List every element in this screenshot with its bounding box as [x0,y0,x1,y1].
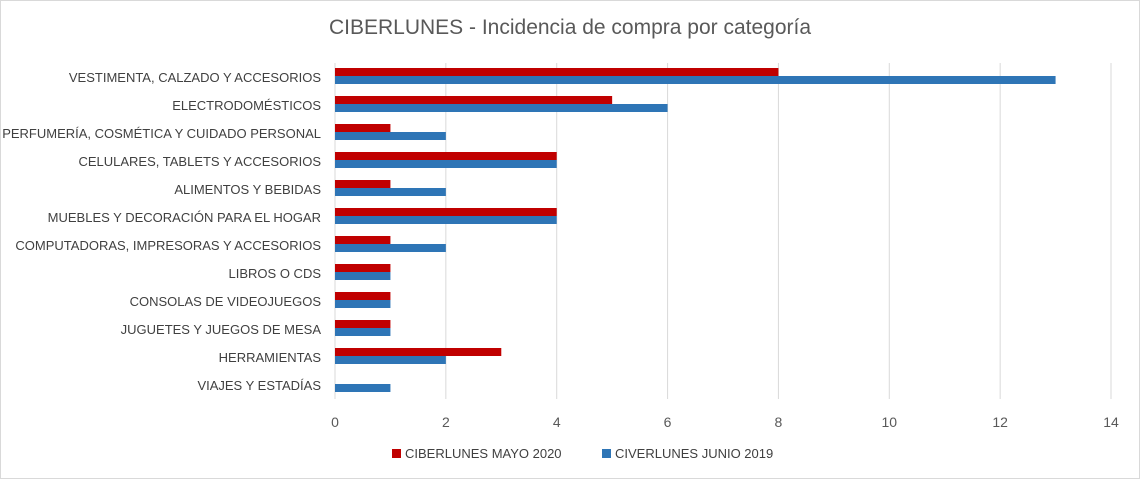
bar-mayo-2020 [335,68,779,76]
category-label: MUEBLES Y DECORACIÓN PARA EL HOGAR [48,210,321,225]
category-label: VIAJES Y ESTADÍAS [197,378,321,393]
bar-junio-2019 [335,160,557,168]
x-tick-label: 10 [881,414,897,430]
bar-junio-2019 [335,244,446,252]
x-tick-label: 8 [775,414,783,430]
bar-mayo-2020 [335,348,502,356]
bar-junio-2019 [335,356,446,364]
gridlines [334,63,1112,399]
x-tick-label: 12 [992,414,1008,430]
category-label: HERRAMIENTAS [219,350,322,365]
category-label: CONSOLAS DE VIDEOJUEGOS [130,294,322,309]
bar-junio-2019 [335,104,668,112]
bar-mayo-2020 [335,180,391,188]
x-tick-label: 14 [1103,414,1119,430]
bar-junio-2019 [335,272,391,280]
chart-title: CIBERLUNES - Incidencia de compra por ca… [328,16,812,39]
bar-mayo-2020 [335,292,391,300]
legend-swatch [602,449,611,458]
category-label: ALIMENTOS Y BEBIDAS [174,182,321,197]
bar-mayo-2020 [335,124,391,132]
category-label: VESTIMENTA, CALZADO Y ACCESORIOS [69,70,321,85]
bar-mayo-2020 [335,96,613,104]
bar-mayo-2020 [335,264,391,272]
category-labels: VESTIMENTA, CALZADO Y ACCESORIOS ELECTROD… [2,70,321,393]
x-tick-labels: 0 2 4 6 8 10 12 14 [331,414,1119,430]
bar-mayo-2020 [335,152,557,160]
x-tick-label: 0 [331,414,339,430]
category-label: JUGUETES Y JUEGOS DE MESA [121,322,322,337]
x-tick-label: 4 [553,414,561,430]
bar-mayo-2020 [335,208,557,216]
bar-junio-2019 [335,328,391,336]
category-label: PERFUMERÍA, COSMÉTICA Y CUIDADO PERSONAL [2,126,321,141]
legend-label: CIBERLUNES MAYO 2020 [405,446,562,461]
bar-mayo-2020 [335,320,391,328]
bar-junio-2019 [335,300,391,308]
category-label: COMPUTADORAS, IMPRESORAS Y ACCESORIOS [15,238,321,253]
bars [335,68,1056,392]
bar-mayo-2020 [335,236,391,244]
bar-junio-2019 [335,216,557,224]
legend: CIBERLUNES MAYO 2020 CIVERLUNES JUNIO 201… [392,446,773,461]
bar-junio-2019 [335,132,446,140]
bar-junio-2019 [335,188,446,196]
category-label: ELECTRODOMÉSTICOS [172,98,321,113]
bar-junio-2019 [335,384,391,392]
x-tick-label: 2 [442,414,450,430]
category-label: LIBROS O CDS [229,266,322,281]
legend-swatch [392,449,401,458]
bar-junio-2019 [335,76,1056,84]
legend-label: CIVERLUNES JUNIO 2019 [615,446,773,461]
category-label: CELULARES, TABLETS Y ACCESORIOS [78,154,321,169]
x-tick-label: 6 [664,414,672,430]
